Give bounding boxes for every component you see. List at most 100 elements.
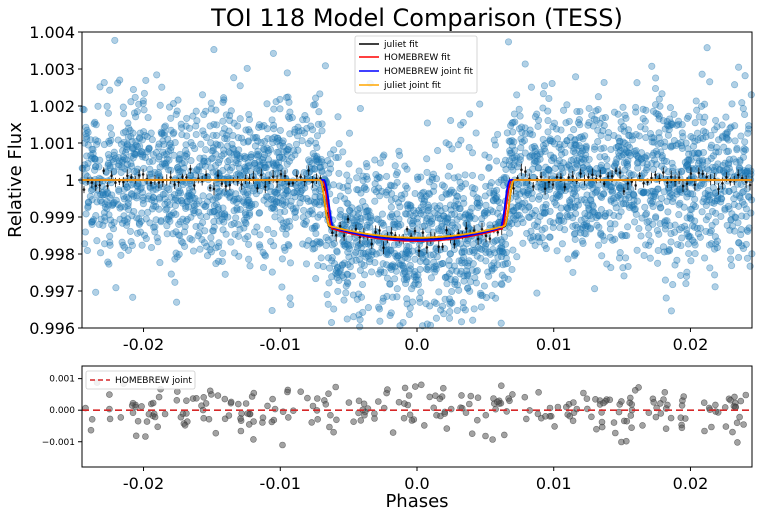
data-point <box>632 210 640 218</box>
data-point <box>637 187 645 195</box>
data-point <box>736 156 744 164</box>
data-point <box>650 138 658 146</box>
data-point <box>515 105 523 113</box>
data-point <box>315 240 323 248</box>
data-point <box>526 213 534 222</box>
data-point <box>461 306 469 314</box>
data-point <box>736 192 744 200</box>
data-point <box>540 82 549 90</box>
data-point <box>582 144 590 152</box>
data-point <box>660 188 668 196</box>
y-tick-label: 1 <box>65 171 75 190</box>
data-point <box>603 260 611 268</box>
data-point <box>492 195 500 203</box>
data-point <box>315 108 323 116</box>
data-point <box>139 97 147 105</box>
data-point <box>570 230 578 238</box>
data-point <box>314 261 322 269</box>
binned-point <box>122 180 125 184</box>
data-point <box>246 262 254 270</box>
data-point <box>715 148 723 156</box>
data-point <box>546 218 554 226</box>
data-point <box>621 139 629 147</box>
data-point <box>654 259 662 267</box>
data-point <box>221 270 229 278</box>
binned-point <box>555 175 559 179</box>
data-point <box>271 133 279 141</box>
data-point <box>184 203 192 211</box>
binned-point <box>669 175 673 179</box>
data-point <box>206 246 214 254</box>
data-point <box>542 200 550 209</box>
data-point <box>590 145 599 153</box>
residual-point <box>606 396 614 404</box>
data-point <box>215 239 223 247</box>
residual-point <box>227 398 235 406</box>
data-point <box>118 219 127 227</box>
data-point <box>148 136 156 144</box>
binned-point <box>721 182 724 185</box>
data-point <box>684 112 693 120</box>
data-point <box>226 149 234 157</box>
data-point <box>219 117 227 125</box>
data-point <box>200 157 208 166</box>
data-point <box>488 266 496 274</box>
data-point <box>389 293 397 301</box>
data-point <box>702 133 710 141</box>
data-point <box>685 156 693 164</box>
data-point <box>654 246 662 255</box>
data-point <box>139 99 147 108</box>
data-point <box>202 202 210 210</box>
data-point <box>518 203 526 211</box>
data-point <box>330 239 338 248</box>
data-point <box>379 219 387 227</box>
data-point <box>574 119 582 127</box>
data-point <box>705 196 713 204</box>
residual-point <box>235 400 242 408</box>
y-tick-label: 0.996 <box>29 319 75 338</box>
binned-point <box>681 184 685 188</box>
data-point <box>619 200 628 208</box>
binned-point <box>520 168 523 172</box>
data-point <box>335 182 343 190</box>
data-point <box>246 128 254 136</box>
data-point <box>622 114 630 122</box>
data-point <box>343 315 351 323</box>
data-point <box>226 117 234 125</box>
data-point <box>667 307 675 315</box>
data-point <box>278 283 286 291</box>
data-point <box>325 264 334 272</box>
data-point <box>165 141 173 149</box>
data-point <box>705 166 713 174</box>
residual-point <box>361 411 368 419</box>
data-point <box>200 154 208 162</box>
data-point <box>599 190 607 198</box>
data-point <box>655 115 663 123</box>
x-tick-label: -0.02 <box>123 474 164 493</box>
data-point <box>612 144 620 152</box>
data-point <box>621 166 629 174</box>
data-point <box>568 195 576 203</box>
y-tick-label: 0.998 <box>29 245 75 264</box>
binned-point <box>193 184 196 187</box>
data-point <box>594 138 602 146</box>
data-point <box>386 181 394 189</box>
data-point <box>287 202 295 210</box>
data-point <box>286 259 295 267</box>
data-point <box>689 190 697 198</box>
data-point <box>312 229 320 238</box>
data-point <box>206 208 214 216</box>
data-point <box>661 138 669 146</box>
data-point <box>137 217 145 225</box>
data-point <box>707 144 715 152</box>
data-point <box>302 217 310 225</box>
data-point <box>700 127 708 135</box>
data-point <box>267 204 276 212</box>
data-point <box>178 131 186 139</box>
data-point <box>143 148 151 156</box>
data-point <box>728 222 736 230</box>
residual-point <box>326 423 333 431</box>
data-point <box>142 215 150 223</box>
data-point <box>491 141 499 149</box>
residual-point <box>740 421 747 428</box>
